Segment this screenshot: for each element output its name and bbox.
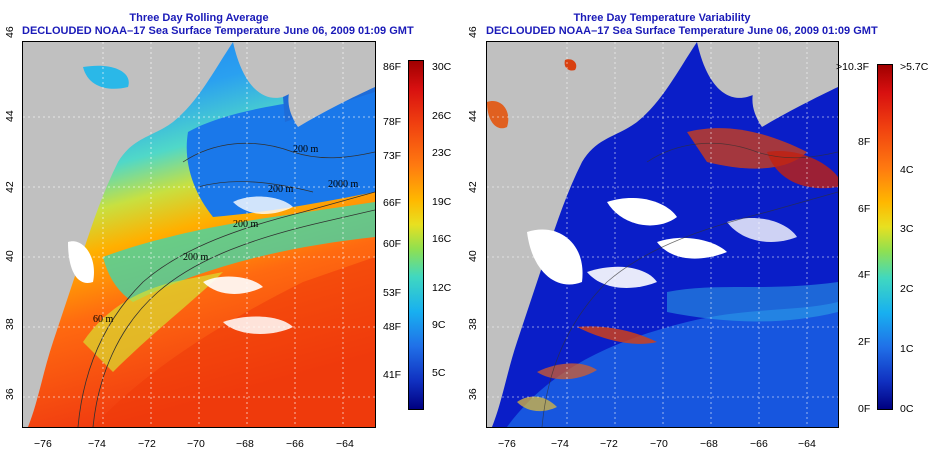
y-tick-right: 38 — [467, 318, 479, 330]
colorbar-c-label: 1C — [900, 343, 914, 355]
left-sst-map: 200 m 2000 m 200 m 200 m 60 m 200 m — [22, 41, 376, 428]
right-title-line1: Three Day Temperature Variability — [573, 12, 751, 24]
colorbar-f-label: 6F — [858, 203, 871, 215]
colorbar-f-label: 53F — [383, 287, 402, 299]
colorbar-f-label: 66F — [383, 197, 402, 209]
colorbar-f-label: 48F — [383, 321, 402, 333]
y-tick-right: 44 — [467, 110, 479, 122]
colorbar-c-label: 5C — [432, 367, 446, 379]
right-title-line2: DECLOUDED NOAA–17 Sea Surface Temperatur… — [486, 25, 878, 37]
x-tick-right: −72 — [600, 438, 618, 450]
x-tick-left: −68 — [236, 438, 254, 450]
right-colorbar — [877, 64, 893, 410]
colorbar-c-label: 26C — [432, 110, 452, 122]
colorbar-c-label: 19C — [432, 196, 452, 208]
contour-label: 200 m — [268, 184, 294, 195]
colorbar-f-label: 60F — [383, 238, 402, 250]
colorbar-c-label: 16C — [432, 233, 452, 245]
left-title-line2: DECLOUDED NOAA–17 Sea Surface Temperatur… — [22, 25, 414, 37]
colorbar-f-label: 8F — [858, 136, 871, 148]
colorbar-c-label: 0C — [900, 403, 914, 415]
contour-label: 60 m — [93, 314, 114, 325]
colorbar-c-label: 3C — [900, 223, 914, 235]
y-tick-right: 46 — [467, 26, 479, 38]
left-sst-map-svg: 200 m 2000 m 200 m 200 m 60 m 200 m — [23, 42, 375, 427]
x-tick-right: −66 — [750, 438, 768, 450]
colorbar-f-label: 86F — [383, 61, 402, 73]
x-tick-left: −66 — [286, 438, 304, 450]
right-variability-map — [486, 41, 839, 428]
colorbar-f-label: 73F — [383, 150, 402, 162]
colorbar-f-label: 4F — [858, 269, 871, 281]
x-tick-right: −74 — [551, 438, 569, 450]
colorbar-c-label: 12C — [432, 282, 452, 294]
x-tick-left: −64 — [336, 438, 354, 450]
x-tick-right: −76 — [498, 438, 516, 450]
x-tick-left: −76 — [34, 438, 52, 450]
y-tick-left: 44 — [4, 110, 16, 122]
y-tick-left: 42 — [4, 181, 16, 193]
x-tick-left: −74 — [88, 438, 106, 450]
colorbar-c-label: 2C — [900, 283, 914, 295]
colorbar-f-label: 78F — [383, 116, 402, 128]
contour-label: 200 m — [293, 144, 319, 155]
colorbar-f-label: 41F — [383, 369, 402, 381]
x-tick-right: −68 — [700, 438, 718, 450]
colorbar-c-label: >5.7C — [900, 61, 929, 73]
y-tick-right: 42 — [467, 181, 479, 193]
x-tick-left: −70 — [187, 438, 205, 450]
colorbar-f-label: >10.3F — [836, 61, 869, 73]
y-tick-left: 38 — [4, 318, 16, 330]
left-colorbar — [408, 60, 424, 410]
contour-label: 200 m — [183, 252, 209, 263]
y-tick-right: 40 — [467, 250, 479, 262]
contour-label: 200 m — [233, 219, 259, 230]
contour-label: 2000 m — [328, 179, 359, 190]
y-tick-left: 46 — [4, 26, 16, 38]
y-tick-right: 36 — [467, 388, 479, 400]
right-variability-map-svg — [487, 42, 838, 427]
colorbar-f-label: 0F — [858, 403, 871, 415]
x-tick-right: −64 — [798, 438, 816, 450]
colorbar-c-label: 9C — [432, 319, 446, 331]
colorbar-c-label: 4C — [900, 164, 914, 176]
x-tick-right: −70 — [650, 438, 668, 450]
x-tick-left: −72 — [138, 438, 156, 450]
y-tick-left: 40 — [4, 250, 16, 262]
left-title-line1: Three Day Rolling Average — [129, 12, 269, 24]
colorbar-c-label: 30C — [432, 61, 452, 73]
colorbar-f-label: 2F — [858, 336, 871, 348]
colorbar-c-label: 23C — [432, 147, 452, 159]
y-tick-left: 36 — [4, 388, 16, 400]
